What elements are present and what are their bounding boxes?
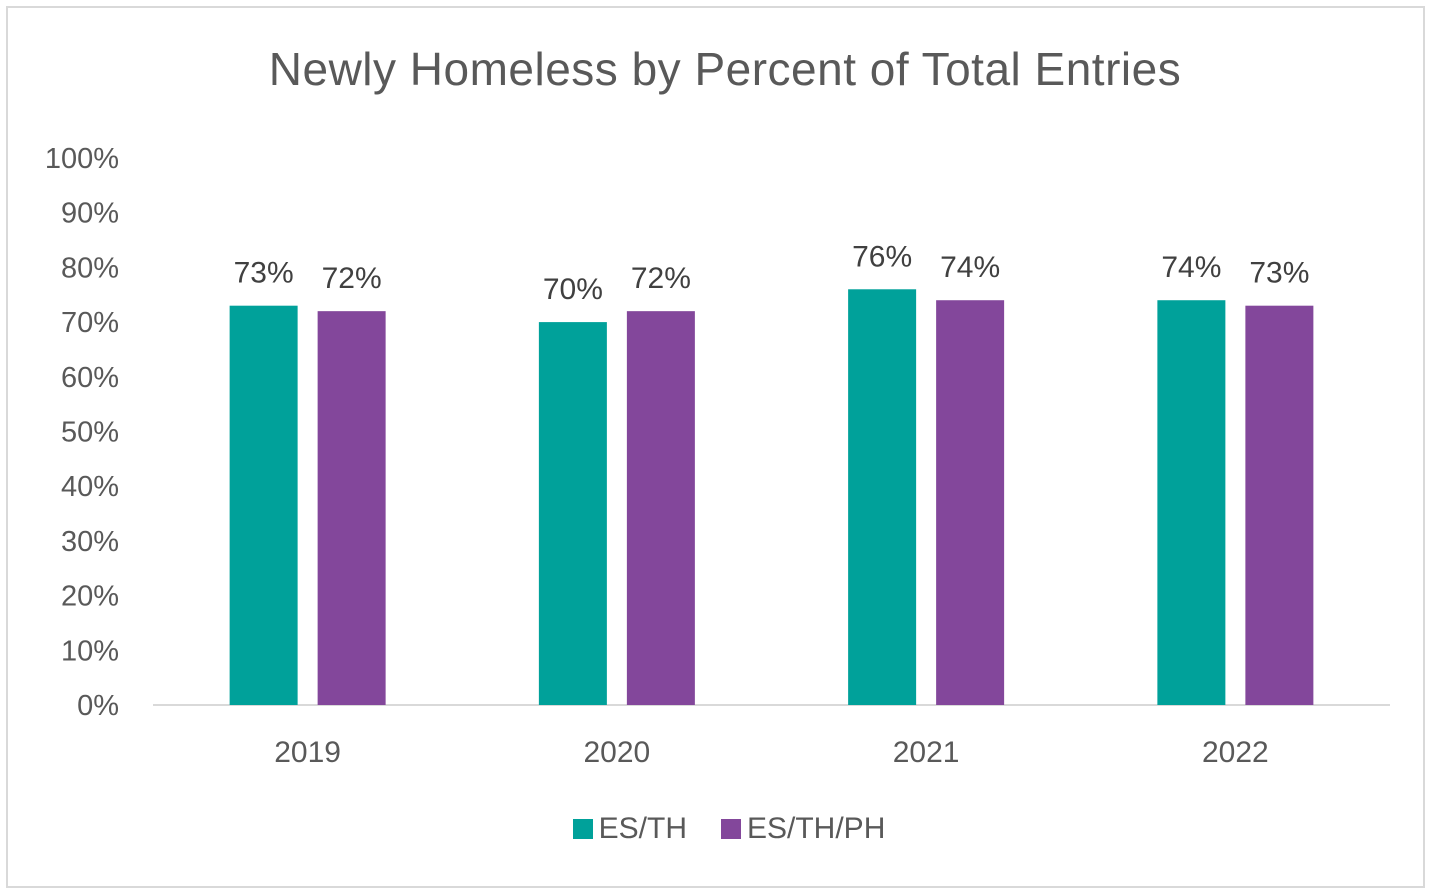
bar-es-th-ph-2022	[1245, 305, 1314, 705]
chart-title: Newly Homeless by Percent of Total Entri…	[268, 43, 1182, 95]
bar-es-th-2022	[1157, 300, 1226, 705]
legend-item-es-th: ES/TH	[572, 812, 687, 846]
legend: ES/TH ES/TH/PH	[0, 812, 1429, 846]
x-category-label: 2022	[1202, 736, 1269, 769]
y-tick-label: 0%	[77, 690, 119, 722]
x-category-label: 2020	[584, 736, 651, 769]
y-tick-label: 60%	[61, 362, 119, 394]
legend-swatch-es-th-ph	[721, 819, 741, 839]
y-tick-label: 40%	[61, 471, 119, 503]
y-tick-label: 10%	[61, 635, 119, 667]
category-labels-group: 2019 2020 2021 2022	[274, 736, 1269, 769]
bar-es-th-2020	[538, 322, 607, 705]
data-labels-group: 73% 72% 70% 72% 76% 74% 74% 73%	[234, 240, 1310, 306]
x-category-label: 2019	[274, 736, 341, 769]
y-tick-label: 30%	[61, 526, 119, 558]
data-label-es-th-ph-2019: 72%	[322, 262, 382, 295]
data-label-es-th-2020: 70%	[543, 273, 603, 306]
y-tick-label: 90%	[61, 198, 119, 230]
y-tick-label: 70%	[61, 307, 119, 339]
data-label-es-th-ph-2022: 73%	[1249, 257, 1309, 290]
y-tick-label: 80%	[61, 252, 119, 284]
legend-swatch-es-th	[572, 819, 593, 839]
y-axis-ticks: 0% 10% 20% 30% 40% 50% 60% 70% 80% 90% 100%	[45, 143, 119, 722]
bar-es-th-ph-2021	[936, 300, 1005, 705]
bar-es-th-2021	[848, 289, 917, 705]
bar-es-th-ph-2020	[626, 311, 695, 705]
legend-label-es-th: ES/TH	[598, 812, 687, 845]
bars-group	[229, 289, 1314, 705]
y-tick-label: 20%	[61, 581, 119, 613]
data-label-es-th-ph-2020: 72%	[631, 262, 691, 295]
data-label-es-th-2021: 76%	[852, 240, 912, 273]
bar-es-th-2019	[229, 305, 298, 705]
data-label-es-th-ph-2021: 74%	[940, 251, 1000, 284]
data-label-es-th-2019: 73%	[234, 257, 294, 290]
y-tick-label: 50%	[61, 417, 119, 449]
legend-item-es-th-ph: ES/TH/PH	[721, 812, 885, 846]
y-tick-label: 100%	[45, 143, 119, 175]
legend-label-es-th-ph: ES/TH/PH	[747, 812, 886, 845]
x-category-label: 2021	[893, 736, 960, 769]
bar-es-th-ph-2019	[317, 311, 386, 705]
data-label-es-th-2022: 74%	[1161, 251, 1221, 284]
